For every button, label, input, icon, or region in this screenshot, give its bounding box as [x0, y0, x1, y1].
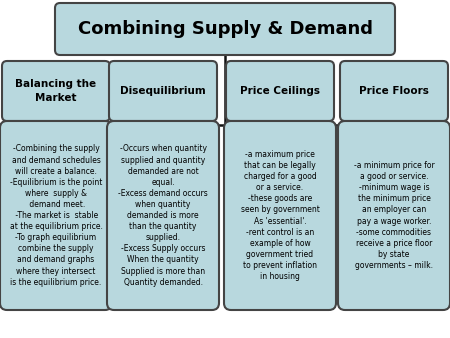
FancyBboxPatch shape [340, 61, 448, 121]
Text: -a maximum price
that can be legally
charged for a good
or a service.
-these goo: -a maximum price that can be legally cha… [241, 150, 320, 281]
Text: -a minimum price for
a good or service.
-minimum wage is
the minimum price
an em: -a minimum price for a good or service. … [354, 161, 434, 270]
FancyBboxPatch shape [224, 121, 336, 310]
FancyBboxPatch shape [109, 61, 217, 121]
Text: Combining Supply & Demand: Combining Supply & Demand [77, 20, 373, 38]
Text: Price Floors: Price Floors [359, 86, 429, 96]
FancyBboxPatch shape [55, 3, 395, 55]
FancyBboxPatch shape [107, 121, 219, 310]
FancyBboxPatch shape [226, 61, 334, 121]
Text: Balancing the
Market: Balancing the Market [15, 79, 97, 103]
Text: -Occurs when quantity
supplied and quantity
demanded are not
equal.
-Excess dema: -Occurs when quantity supplied and quant… [118, 144, 208, 287]
FancyBboxPatch shape [338, 121, 450, 310]
Text: Price Ceilings: Price Ceilings [240, 86, 320, 96]
Text: -Combining the supply
and demand schedules
will create a balance.
-Equilibrium i: -Combining the supply and demand schedul… [9, 144, 103, 287]
Text: Disequilibrium: Disequilibrium [120, 86, 206, 96]
FancyBboxPatch shape [0, 121, 112, 310]
FancyBboxPatch shape [2, 61, 110, 121]
